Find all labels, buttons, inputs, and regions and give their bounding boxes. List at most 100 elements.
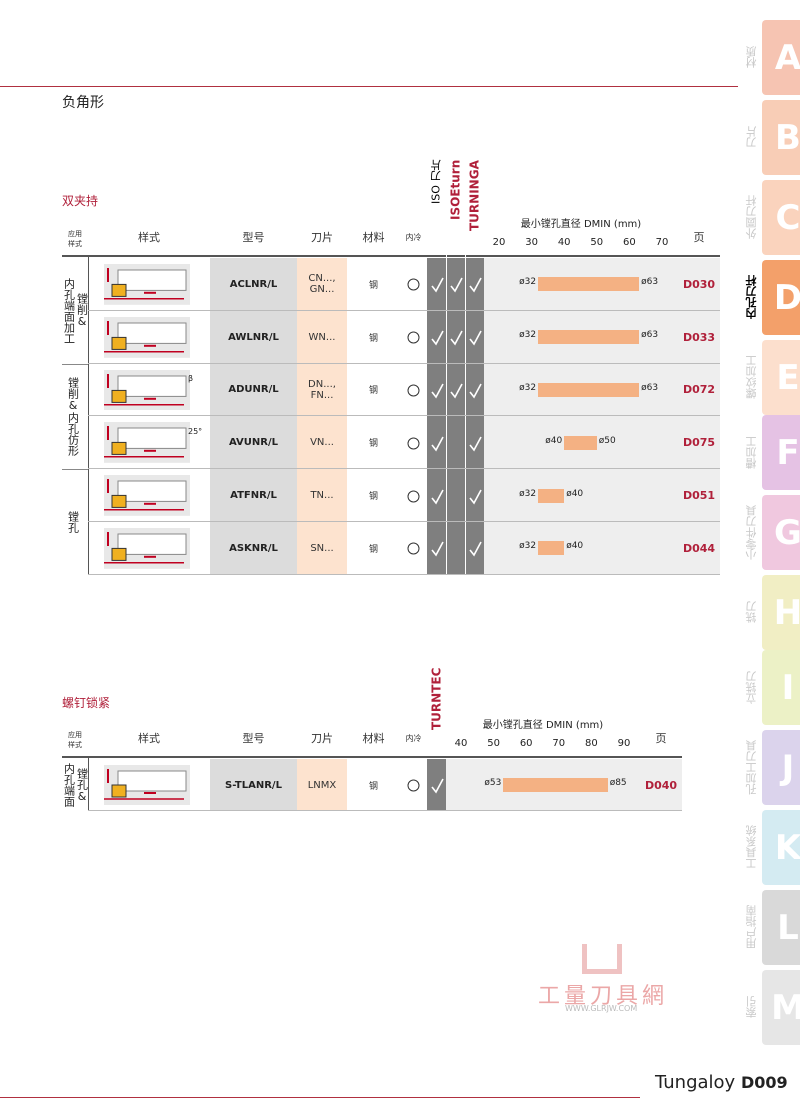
tool-illustration [104, 765, 190, 805]
tab-label: 螺纹加工 [745, 355, 758, 400]
model: ATFNR/L [230, 490, 277, 502]
head-application: 应用 样式 [62, 229, 88, 249]
head-brand: ISO 刀片 [429, 160, 443, 205]
dmin-bar [538, 383, 640, 397]
insert-line: WN... [308, 331, 336, 343]
tab [762, 970, 800, 1045]
check [469, 542, 482, 557]
tab [762, 890, 800, 965]
insert: LNMX [297, 759, 347, 811]
insert: WN... [297, 311, 347, 364]
tab-letter: B [775, 117, 800, 158]
model: AVUNR/L [228, 437, 278, 449]
head-page: 页 [693, 231, 705, 244]
row-rule [88, 810, 682, 811]
insert-col [297, 759, 347, 811]
head-page: 页 [655, 732, 667, 745]
page-ref: D051 [682, 489, 716, 503]
tool-illustration [104, 475, 190, 516]
page-ref: D075 [682, 436, 716, 450]
coolant-icon [407, 278, 420, 291]
section-title: 螺钉锁紧 [62, 696, 111, 710]
tab-label: 内孔刀杆 [745, 275, 758, 320]
page-ref: D072 [682, 383, 716, 397]
tab [762, 575, 800, 650]
tool-illustration [104, 528, 190, 569]
chart-tick: 80 [585, 738, 598, 749]
material: 钢 [368, 439, 378, 450]
check [431, 778, 444, 794]
brand-sep [446, 160, 447, 575]
tab-letter: F [776, 432, 800, 473]
watermark-name: 工量刀具網 [538, 984, 669, 1009]
group-sub: 镗削& [75, 293, 89, 329]
tab [762, 730, 800, 805]
group-label: 镗孔 [66, 510, 80, 533]
tool-illustration [104, 369, 190, 411]
page-ref: D044 [682, 541, 716, 555]
head-style: 样式 [138, 231, 160, 244]
tab-letter: K [774, 827, 800, 868]
page-ref: D030 [682, 277, 716, 291]
model: AWLNR/L [228, 331, 279, 343]
group-label: 内孔端面加工 [62, 277, 76, 344]
tab [762, 340, 800, 415]
tab-letter: E [776, 357, 800, 398]
tab-label: 立铣刀 [745, 671, 758, 704]
brand-col [427, 759, 446, 811]
head-model: 型号 [242, 231, 265, 244]
tool-illustration [104, 264, 190, 305]
head-application-line: 应用 [68, 230, 82, 238]
check [431, 436, 444, 452]
tab-label: 材质 [745, 46, 758, 69]
insert: CN..., GN... [297, 258, 347, 311]
check [431, 330, 444, 346]
check [469, 330, 482, 346]
head-rule [62, 255, 720, 257]
row-rule [88, 309, 720, 311]
tool-illustration [104, 422, 190, 464]
row-rule [88, 521, 720, 522]
dmin-min: ø40 [545, 435, 563, 446]
material: 钢 [368, 386, 378, 397]
tab [762, 20, 800, 95]
material: 钢 [368, 333, 378, 344]
page-ref: D033 [682, 330, 716, 344]
brand-col [427, 258, 484, 575]
model: ACLNR/L [229, 278, 278, 290]
model: ADUNR/L [228, 384, 279, 396]
tool-note: 25° [188, 426, 203, 436]
chart-tick: 70 [655, 237, 669, 248]
material: 钢 [368, 280, 378, 291]
dmin-min: ø32 [519, 541, 537, 552]
insert: TN... [297, 469, 347, 522]
chart-tick: 70 [552, 738, 566, 749]
brand-sep [465, 160, 466, 575]
check [431, 489, 444, 505]
page-ref: D040 [644, 778, 678, 792]
section-title: 双夹持 [62, 194, 99, 208]
group-rule [62, 363, 88, 365]
check [469, 489, 482, 505]
tool-illustration [104, 316, 190, 358]
head-brand: ISOEturn [448, 160, 463, 221]
chart-tick: 50 [487, 738, 500, 749]
dmin-min: ø32 [519, 330, 537, 341]
head-coolant: 内冷 [405, 733, 422, 743]
coolant-icon [407, 331, 420, 344]
check [469, 383, 482, 399]
head-model: 型号 [242, 732, 265, 745]
check [450, 383, 463, 399]
tab-label: 槽加工 [745, 436, 758, 469]
tab-letter: D [773, 277, 800, 318]
app-rule [88, 255, 89, 575]
chart-tick: 90 [617, 738, 631, 749]
check [431, 542, 444, 557]
coolant-icon [407, 779, 420, 792]
dmin-min: ø32 [519, 383, 537, 393]
head-application-line: 样式 [68, 240, 82, 248]
dmin-bar [538, 330, 640, 345]
insert: SN... [297, 522, 347, 575]
chart-tick: 40 [454, 738, 468, 749]
